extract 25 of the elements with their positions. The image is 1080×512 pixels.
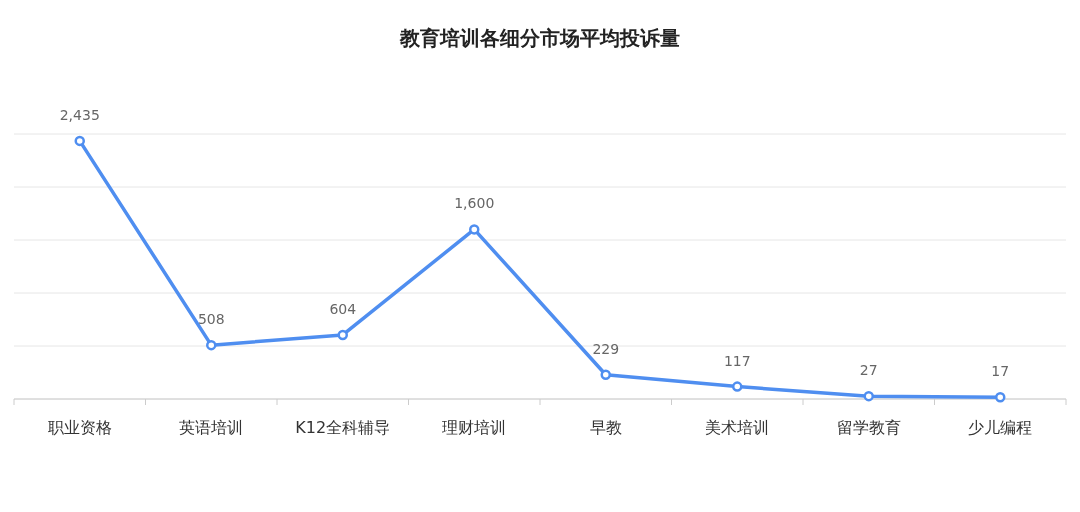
x-tick-label: 理财培训 (442, 418, 507, 437)
data-label: 17 (991, 363, 1010, 380)
data-label: 117 (723, 352, 751, 369)
chart-title: 教育培训各细分市场平均投诉量 (399, 26, 680, 50)
point (469, 224, 480, 235)
x-tick-label: 英语培训 (179, 418, 244, 437)
point (732, 381, 743, 392)
data-label: 508 (197, 311, 225, 328)
x-tick-label: 留学教育 (836, 418, 901, 437)
point (995, 391, 1006, 403)
point (863, 390, 874, 402)
data-label: 604 (329, 300, 357, 317)
data-label: 2,435 (59, 106, 100, 123)
x-tick-label: 早教 (589, 418, 622, 437)
point (337, 329, 348, 341)
x-tick-label: 少儿编程 (968, 418, 1033, 437)
data-label: 27 (859, 362, 878, 379)
point (206, 339, 217, 351)
point (600, 369, 611, 380)
x-tick-label: K12全科辅导 (295, 418, 391, 437)
data-label: 229 (592, 340, 620, 357)
x-tick-label: 职业资格 (47, 418, 112, 437)
point (74, 135, 85, 147)
data-label: 1,600 (454, 195, 495, 212)
x-tick-label: 美术培训 (705, 418, 770, 437)
